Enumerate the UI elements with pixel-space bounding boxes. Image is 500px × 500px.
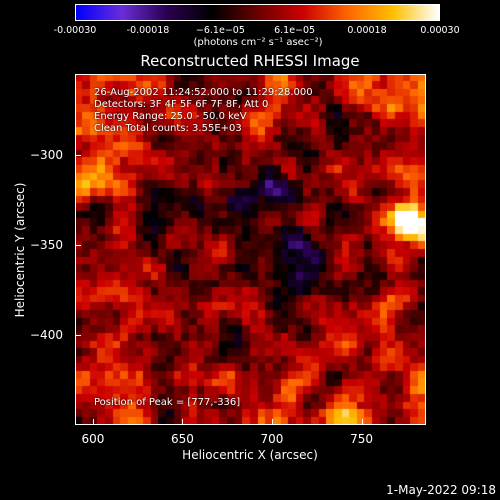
annotation-energy: Energy Range: 25.0 - 50.0 keV (94, 111, 247, 122)
y-tick-label: −350 (30, 238, 63, 252)
annotation-peak: Position of Peak = [777,-336] (94, 397, 241, 408)
colorbar-tick-label: −6.1e−05 (195, 25, 245, 36)
y-tick-mark (75, 335, 81, 336)
heatmap-image (75, 74, 426, 425)
colorbar (75, 4, 440, 21)
colorbar-tick-label: -0.00030 (53, 25, 97, 36)
x-tick-mark (361, 419, 363, 425)
footer-timestamp: 1-May-2022 09:18 (386, 483, 496, 497)
annotation-detectors: Detectors: 3F 4F 5F 6F 7F 8F, Att 0 (94, 99, 269, 110)
x-tick-label: 600 (81, 432, 105, 446)
y-axis-label: Heliocentric Y (arcsec) (13, 182, 27, 318)
x-tick-label: 650 (170, 432, 194, 446)
colorbar-tick-label: -0.00018 (126, 25, 170, 36)
colorbar-tick-label: 0.00030 (420, 25, 460, 36)
x-tick-mark (182, 419, 184, 425)
chart-title: Reconstructed RHESSI Image (140, 52, 360, 70)
x-axis-label: Heliocentric X (arcsec) (182, 448, 318, 462)
x-tick-label: 700 (260, 432, 284, 446)
annotation-method: Clean Total counts: 3.55E+03 (94, 123, 242, 134)
y-tick-label: −300 (30, 148, 63, 162)
colorbar-tick-label: 0.00018 (347, 25, 387, 36)
x-tick-label: 750 (350, 432, 373, 446)
y-tick-mark (75, 245, 81, 246)
y-tick-mark (75, 155, 81, 156)
annotation-time: 26-Aug-2002 11:24:52.000 to 11:29:28.000 (94, 87, 313, 98)
x-tick-mark (271, 419, 273, 425)
x-tick-mark (92, 419, 94, 425)
y-tick-label: −400 (30, 328, 63, 342)
colorbar-tick-label: 6.1e−05 (274, 25, 316, 36)
colorbar-unit-label: (photons cm⁻² s⁻¹ asec⁻²) (193, 37, 323, 48)
